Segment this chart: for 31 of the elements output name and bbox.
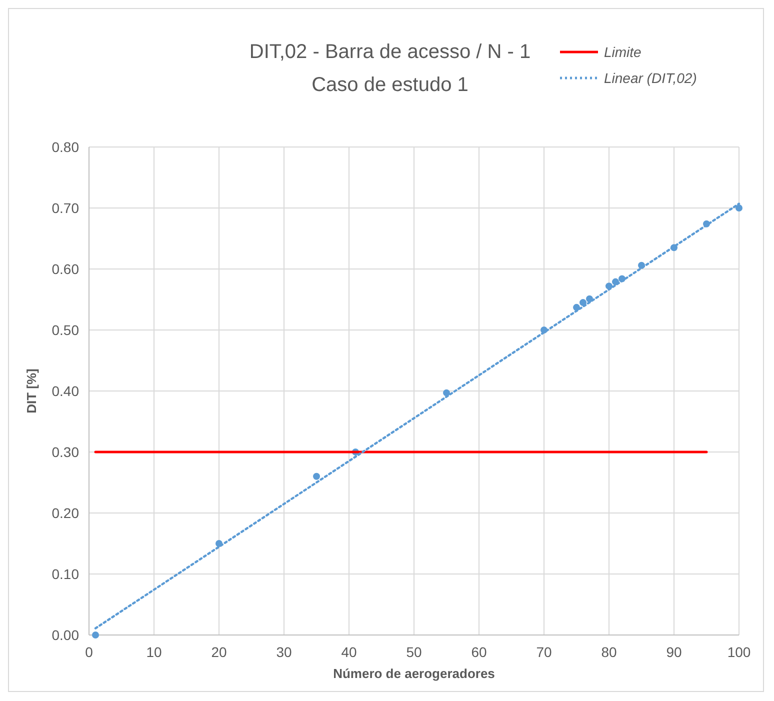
point	[736, 204, 742, 212]
y-tick-label: 0.20	[52, 505, 80, 521]
y-tick-label: 0.50	[52, 322, 80, 338]
chart-subtitle: Caso de estudo 1	[312, 74, 468, 96]
chart-title: DIT,02 - Barra de acesso / N - 1	[249, 41, 531, 63]
y-tick-label: 0.80	[52, 139, 80, 155]
legend-label: Linear (DIT,02)	[604, 70, 697, 86]
x-tick-label: 10	[146, 644, 162, 660]
point	[313, 472, 320, 480]
legend-label: Limite	[604, 44, 642, 60]
x-tick-label: 70	[536, 644, 552, 660]
x-tick-label: 90	[666, 644, 682, 660]
y-tick-label: 0.30	[52, 444, 80, 460]
x-tick-label: 80	[601, 644, 617, 660]
x-tick-label: 20	[211, 644, 227, 660]
x-tick-label: 50	[406, 644, 422, 660]
y-axis-title: DIT [%]	[24, 368, 39, 414]
y-tick-label: 0.60	[52, 261, 80, 277]
x-tick-label: 0	[85, 644, 94, 660]
y-tick-label: 0.00	[52, 627, 80, 643]
x-axis-title: Número de aerogeradores	[333, 666, 495, 681]
y-tick-label: 0.70	[52, 200, 80, 216]
x-tick-label: 60	[471, 644, 487, 660]
x-tick-label: 30	[276, 644, 292, 660]
point	[92, 632, 99, 638]
point	[580, 299, 586, 306]
point	[443, 389, 450, 396]
y-tick-label: 0.40	[52, 383, 80, 399]
x-tick-label: 40	[341, 644, 357, 660]
y-tick-label: 0.10	[52, 566, 80, 582]
x-tick-label: 100	[727, 644, 751, 660]
